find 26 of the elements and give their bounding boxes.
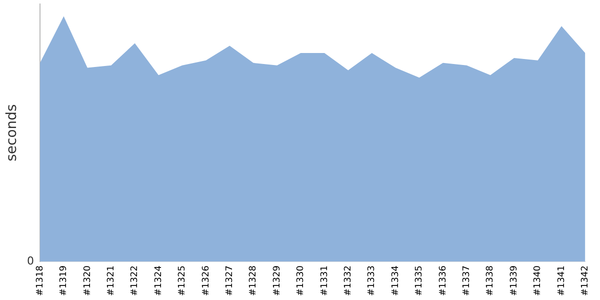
x-tick-label: #1319 xyxy=(59,265,70,296)
x-tick-label: #1326 xyxy=(201,265,212,296)
x-tick-label: #1341 xyxy=(556,266,567,296)
x-tick-label: #1329 xyxy=(272,265,282,296)
x-tick-label: #1324 xyxy=(154,265,164,296)
x-tick-label: #1325 xyxy=(178,266,188,296)
x-tick-label: #1328 xyxy=(248,265,259,296)
x-tick-label: #1335 xyxy=(414,266,425,296)
x-tick-label: #1337 xyxy=(462,266,472,296)
x-tick-label: #1322 xyxy=(130,266,140,296)
x-tick-label: #1332 xyxy=(344,266,354,296)
y-axis-title: seconds xyxy=(4,104,20,162)
x-tick-label: #1334 xyxy=(390,265,401,296)
x-tick-label: #1333 xyxy=(367,266,378,296)
x-tick-label: #1338 xyxy=(486,265,496,296)
x-tick-label: #1340 xyxy=(533,265,544,296)
x-tick-label: #1320 xyxy=(82,265,93,296)
x-tick-label: #1342 xyxy=(580,266,591,296)
text: 0 xyxy=(27,254,34,268)
x-tick-label: #1318 xyxy=(35,265,46,296)
x-tick-label: #1331 xyxy=(320,266,330,296)
x-tick-label: #1339 xyxy=(509,265,520,296)
x-tick-label: #1336 xyxy=(438,265,448,296)
x-tick-label: #1321 xyxy=(106,266,116,296)
x-tick-label: #1327 xyxy=(224,266,235,296)
x-tick-label: #1330 xyxy=(296,265,306,296)
